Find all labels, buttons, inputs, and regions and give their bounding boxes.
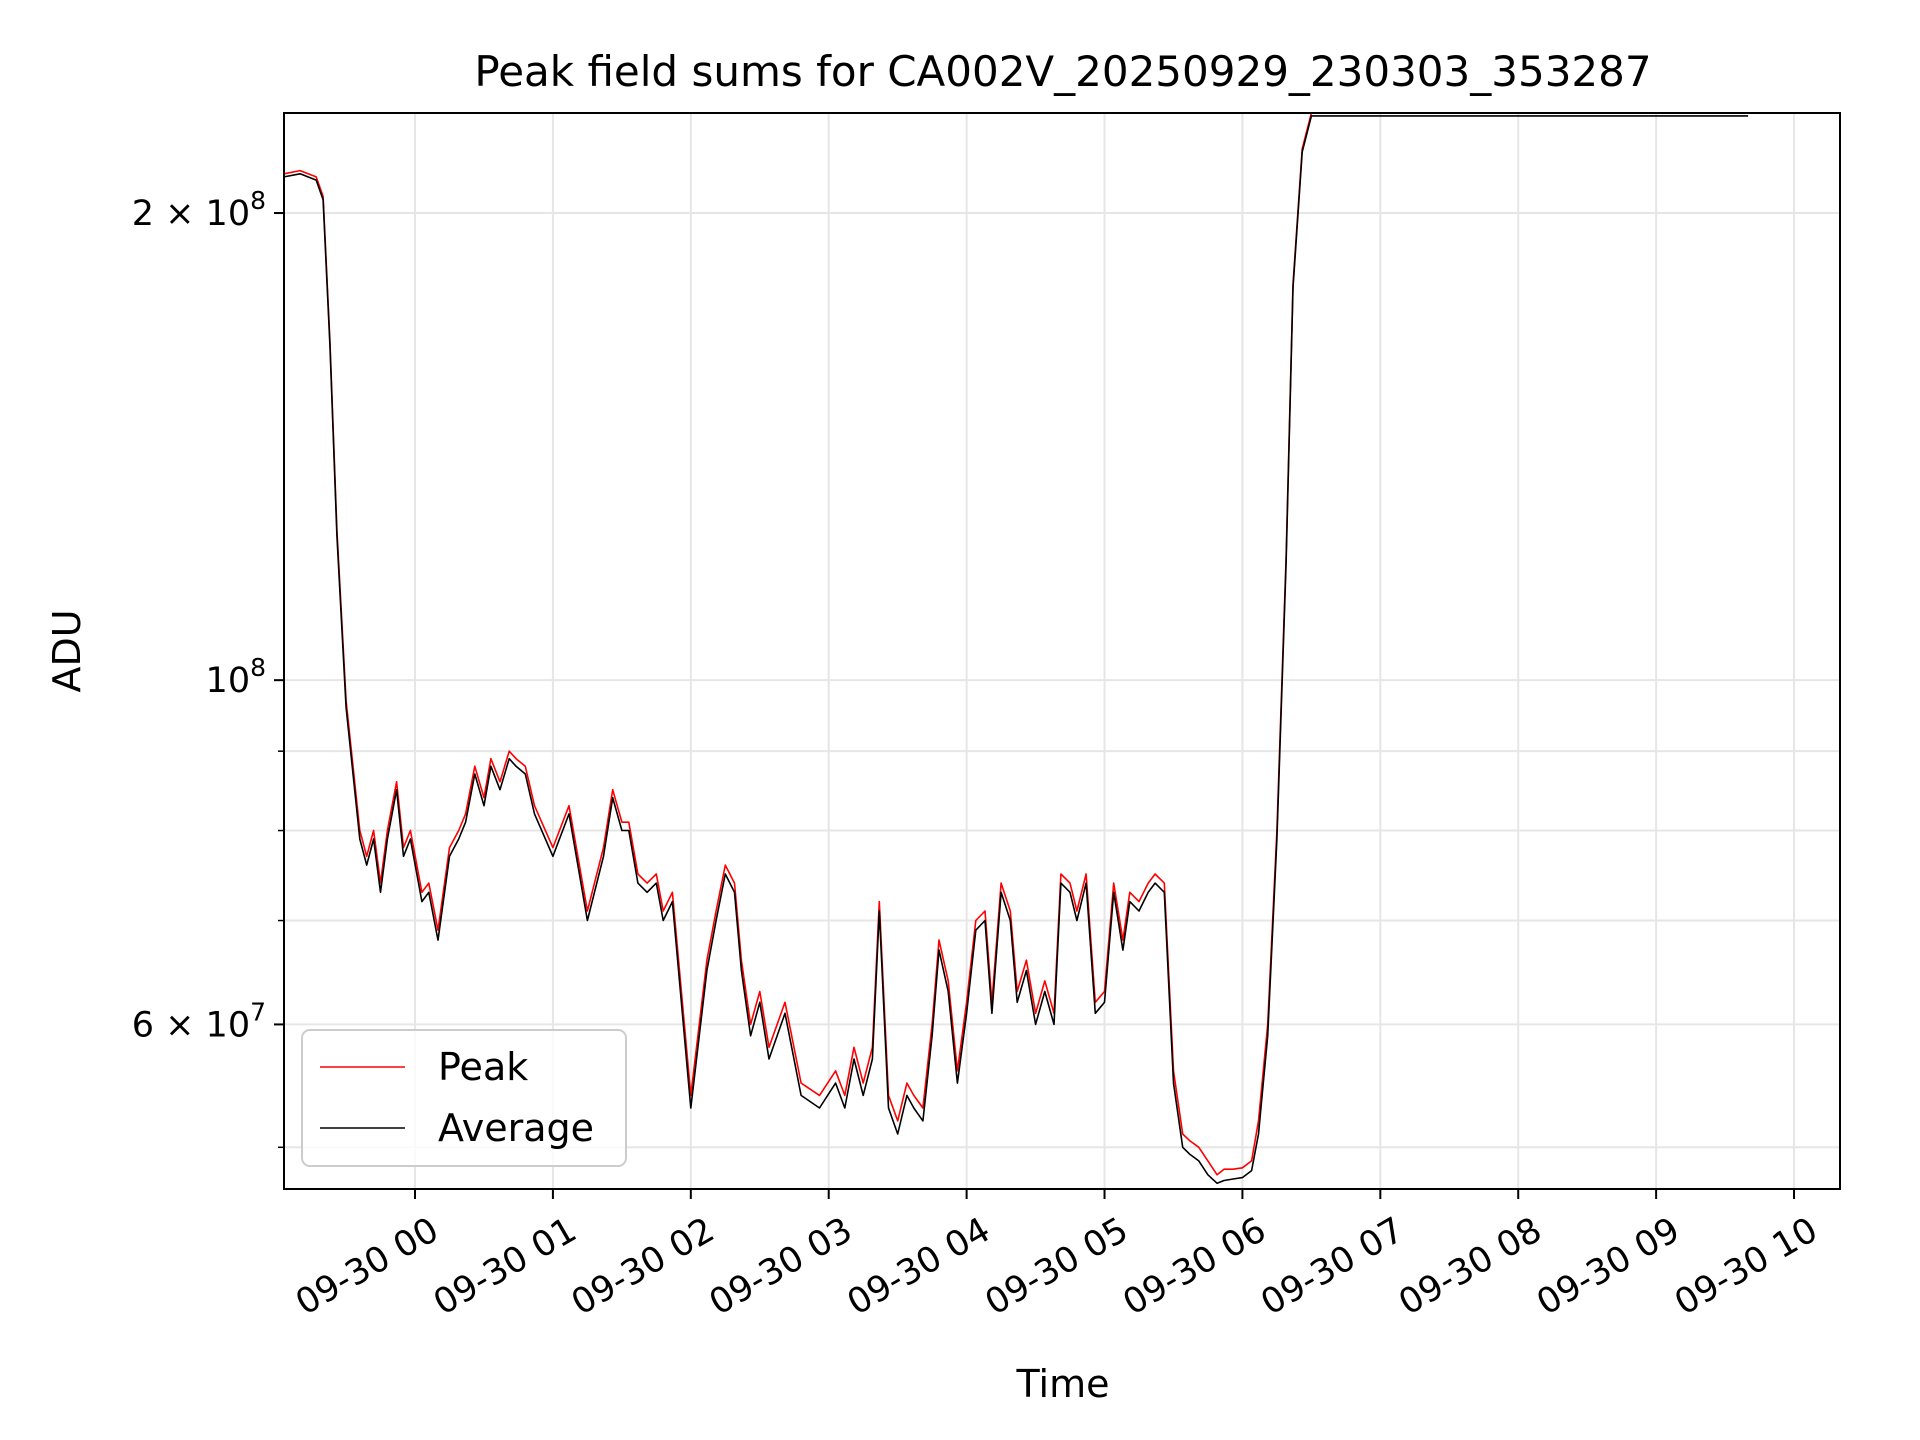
series-line-average <box>283 115 1749 1185</box>
y-axis-label: ADU <box>45 609 89 692</box>
x-tick-label: 09-30 09 <box>1530 1210 1686 1323</box>
series-line-peak <box>283 112 1749 1176</box>
series-lines <box>283 112 1749 1185</box>
y-axis-ticks: 2 × 108 108 6 × 107 <box>132 186 284 1149</box>
y-tick-label: 2 × 108 <box>132 186 266 234</box>
chart-title: Peak field sums for CA002V_20250929_2303… <box>474 47 1651 96</box>
x-tick-label: 09-30 10 <box>1668 1210 1824 1323</box>
x-tick-label: 09-30 05 <box>979 1210 1135 1323</box>
x-tick-label: 09-30 06 <box>1117 1210 1273 1323</box>
x-tick-label: 09-30 00 <box>289 1210 445 1323</box>
y-tick-label: 108 <box>206 653 266 701</box>
y-tick-label: 6 × 107 <box>132 997 266 1045</box>
x-tick-label: 09-30 08 <box>1392 1210 1548 1323</box>
grid <box>284 113 1840 1189</box>
legend-box <box>301 1029 627 1167</box>
legend: Peak Average <box>301 1029 627 1167</box>
legend-label-average: Average <box>438 1106 594 1150</box>
x-tick-label: 09-30 02 <box>565 1210 721 1323</box>
x-tick-label: 09-30 01 <box>427 1210 583 1323</box>
plot-frame <box>283 112 1841 1190</box>
legend-label-peak: Peak <box>438 1045 528 1089</box>
x-axis-label: Time <box>1016 1362 1110 1406</box>
x-tick-label: 09-30 07 <box>1255 1210 1411 1323</box>
x-tick-label: 09-30 03 <box>703 1210 859 1323</box>
x-tick-label: 09-30 04 <box>841 1210 997 1323</box>
